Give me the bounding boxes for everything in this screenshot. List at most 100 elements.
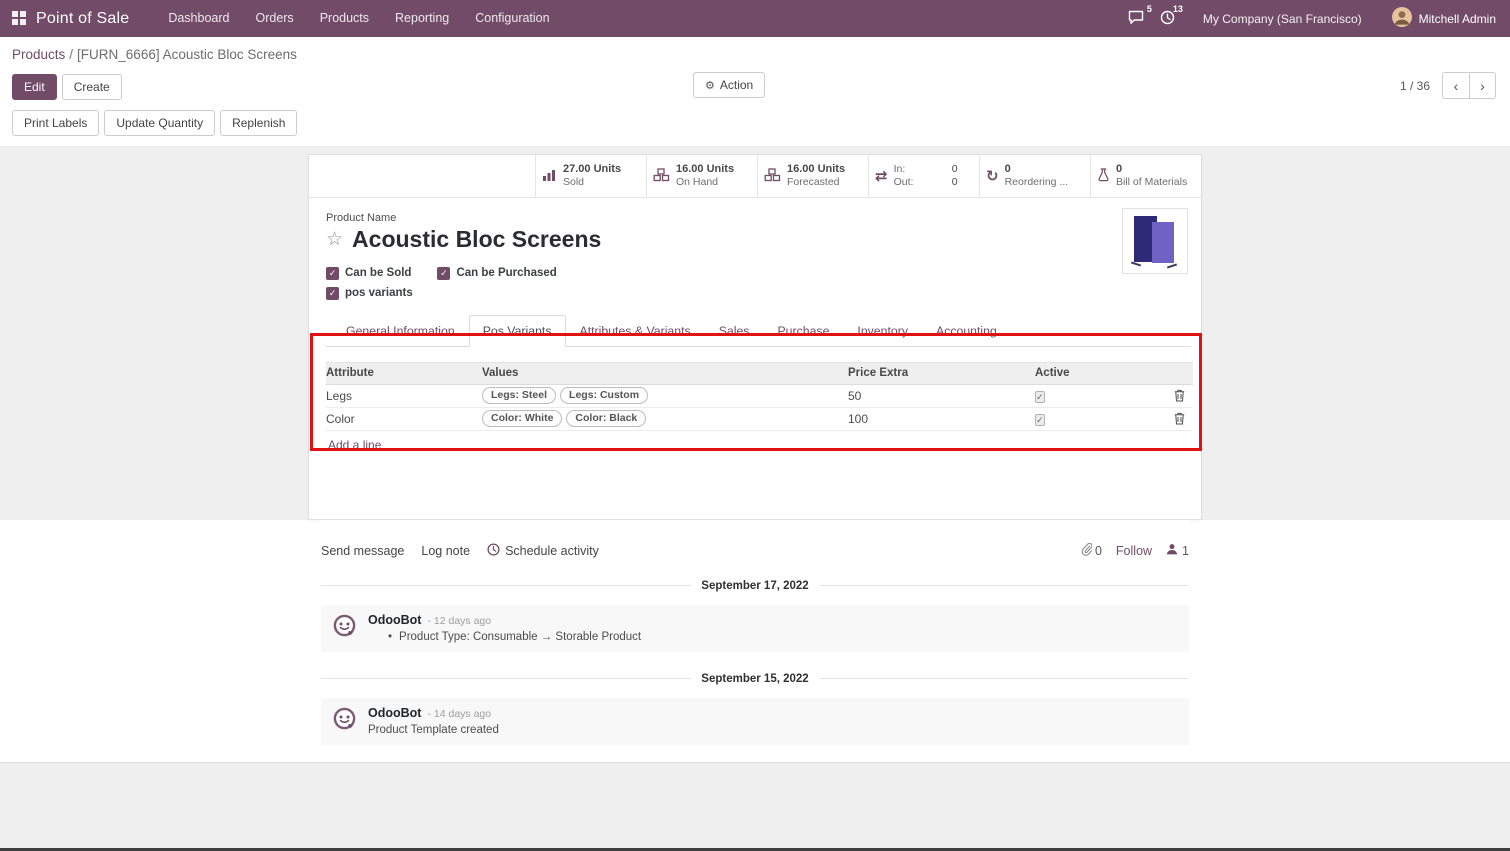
log-note-button[interactable]: Log note [421,543,471,558]
tab-attributes-variants[interactable]: Attributes & Variants [579,323,691,338]
create-button[interactable]: Create [61,73,122,100]
send-message-button[interactable]: Send message [321,543,405,558]
favorite-star-icon[interactable]: ☆ [326,229,344,251]
exchange-arrows-icon: ⇄ [875,167,888,185]
tab-accounting[interactable]: Accounting [936,323,997,338]
pager-previous-button[interactable]: ‹ [1442,72,1469,99]
schedule-activity-button[interactable]: Schedule activity [487,543,599,559]
header-active: Active [1035,367,1070,380]
nav-item-configuration[interactable]: Configuration [475,11,550,25]
schedule-activity-label: Schedule activity [505,543,599,558]
stat-button-in-out[interactable]: ⇄ In: 0 Out: 0 [868,155,979,197]
reordering-value: 0 [1004,162,1011,175]
breadcrumb-separator: / [69,47,74,62]
nav-item-orders[interactable]: Orders [255,11,294,25]
tab-inventory[interactable]: Inventory [857,323,908,338]
message-author: OdooBot [368,612,422,627]
bom-label: Bill of Materials [1116,176,1188,189]
tab-general-information[interactable]: General Information [346,323,455,338]
price-extra-cell: 50 [848,388,862,403]
gear-icon: ⚙ [705,79,715,92]
user-menu-button[interactable]: Mitchell Admin [1391,7,1496,30]
out-value: 0 [951,176,958,188]
table-header-row: Attribute Values Price Extra Active [326,361,1193,385]
reordering-label: Reordering ... [1004,176,1069,189]
values-cell: Legs: Steel Legs: Custom [482,387,848,405]
activities-menu-button[interactable]: 13 [1160,4,1183,28]
nav-item-reporting[interactable]: Reporting [395,11,450,25]
company-switcher[interactable]: My Company (San Francisco) [1202,11,1362,26]
pos-variants-label: pos variants [345,287,413,300]
replenish-button[interactable]: Replenish [220,110,298,136]
active-checkbox[interactable]: ✓ [1035,390,1045,403]
message-body: Product Template created [368,723,499,736]
add-a-line-link[interactable]: Add a line [328,437,382,452]
breadcrumb-products-link[interactable]: Products [12,47,66,62]
control-panel: Products / [FURN_6666] Acoustic Bloc Scree… [0,37,1510,146]
follow-button[interactable]: Follow [1115,543,1153,558]
value-chip: Legs: Steel [482,387,557,405]
stat-button-reordering[interactable]: ↻ 0 Reordering ... [979,155,1090,197]
can-be-purchased-checkbox[interactable]: ✓ Can be Purchased [437,266,557,280]
edit-button[interactable]: Edit [12,73,57,100]
attachments-button[interactable]: 0 [1081,542,1102,559]
nav-menus: Dashboard Orders Products Reporting Conf… [155,0,562,37]
user-name: Mitchell Admin [1418,11,1496,26]
delete-row-button[interactable] [1174,389,1185,402]
messages-badge: 5 [1146,3,1152,14]
pos-variants-checkbox[interactable]: ✓ pos variants [326,286,413,300]
print-labels-button[interactable]: Print Labels [12,110,100,136]
message-author: OdooBot [368,705,422,720]
active-checkbox[interactable]: ✓ [1035,413,1045,426]
window-bottom-edge [0,848,1510,851]
tab-pos-variants[interactable]: Pos Variants [468,314,566,347]
table-row-color: Color Color: White Color: Black 100 ✓ [326,408,1193,431]
nav-item-dashboard[interactable]: Dashboard [168,11,230,25]
stat-button-row: 27.00 Units Sold 16.00 Units On Hand 1 [309,155,1201,198]
message-time: - 14 days ago [427,707,492,720]
apps-menu-button[interactable]: Point of Sale [12,10,129,28]
pager-next-button[interactable]: › [1469,72,1496,99]
tab-purchase[interactable]: Purchase [777,323,830,338]
action-label: Action [719,78,754,92]
sold-value: 27.00 Units [563,162,622,175]
out-label: Out: [893,176,914,188]
on-hand-label: On Hand [676,176,719,189]
apps-grid-icon [12,11,27,26]
activity-clock-icon [1160,10,1175,28]
user-avatar [1391,7,1412,30]
app-name: Point of Sale [36,9,130,27]
delete-row-button[interactable] [1174,412,1185,425]
trash-icon [1174,389,1185,402]
values-cell: Color: White Color: Black [482,410,848,428]
date-separator: September 15, 2022 [321,673,1189,685]
in-value: 0 [951,162,958,175]
can-be-purchased-label: Can be Purchased [456,267,557,280]
tab-sales[interactable]: Sales [718,323,750,338]
bar-chart-icon [542,168,557,185]
followers-button[interactable]: 1 [1166,543,1189,558]
object-buttons: Print Labels Update Quantity Replenish [12,110,1498,136]
flask-icon [1097,167,1110,185]
can-be-sold-checkbox[interactable]: ✓ Can be Sold [326,266,411,280]
stat-button-on-hand[interactable]: 16.00 Units On Hand [646,155,757,197]
value-chip: Legs: Custom [560,387,649,405]
stat-button-sold[interactable]: 27.00 Units Sold [535,155,646,197]
action-menu-button[interactable]: ⚙ Action [693,72,766,98]
paperclip-icon [1081,542,1093,559]
odoobot-avatar [331,613,358,643]
systray: 5 13 My Company (San Francisco) Mitchell… [1128,4,1496,30]
on-hand-value: 16.00 Units [676,162,735,175]
chatter: Send message Log note Schedule activity … [321,519,1189,745]
notebook-tabs: General Information Pos Variants Attribu… [326,314,1191,347]
stat-button-forecasted[interactable]: 16.00 Units Forecasted [757,155,868,197]
update-quantity-button[interactable]: Update Quantity [104,110,216,136]
clock-icon [487,543,500,559]
messages-menu-button[interactable]: 5 [1128,4,1152,28]
header-price-extra: Price Extra [848,367,909,380]
stat-button-bom[interactable]: 0 Bill of Materials [1090,155,1201,197]
trash-icon [1174,412,1185,425]
attachments-count: 0 [1094,543,1102,558]
product-form-sheet: 27.00 Units Sold 16.00 Units On Hand 1 [308,154,1202,520]
nav-item-products[interactable]: Products [319,11,370,25]
